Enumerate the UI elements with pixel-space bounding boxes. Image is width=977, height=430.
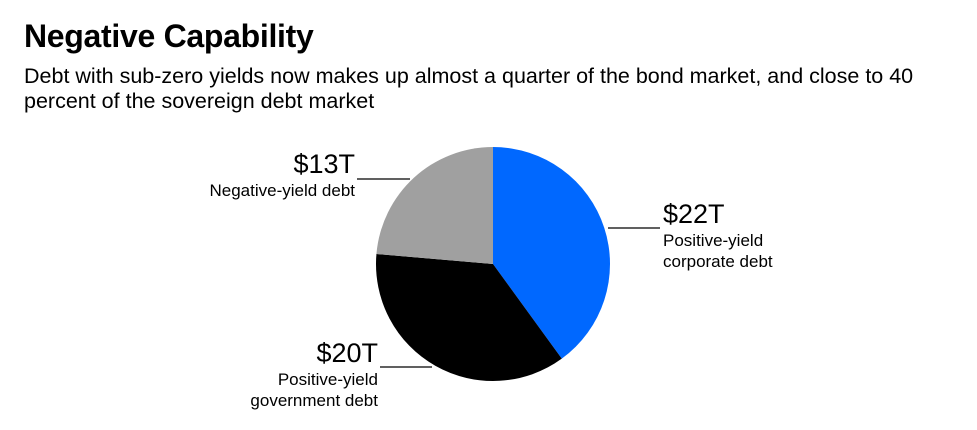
chart-title: Negative Capability [24, 18, 314, 54]
chart-subtitle: Debt with sub-zero yields now makes up a… [24, 64, 914, 113]
label-negative-yield: $13T Negative-yield debt [150, 151, 355, 201]
slice-value-label: $20T [316, 338, 378, 368]
slice-name-label: Positive-yield [663, 231, 764, 250]
label-corporate: $22T Positive-yield corporate debt [663, 201, 863, 272]
slice-corporate-debt [493, 147, 611, 359]
slice-name-label: corporate debt [663, 252, 773, 271]
slice-value-label: $13T [293, 149, 355, 179]
pie-slices [376, 147, 611, 382]
label-government: $20T Positive-yield government debt [178, 340, 378, 411]
slice-name-label: Negative-yield debt [209, 181, 355, 200]
slice-name-label: Positive-yield [277, 370, 378, 389]
slice-negative-yield-debt [376, 147, 493, 264]
slice-value-label: $22T [663, 199, 725, 229]
slice-government-debt [376, 253, 562, 382]
slice-name-label: government debt [250, 391, 378, 410]
